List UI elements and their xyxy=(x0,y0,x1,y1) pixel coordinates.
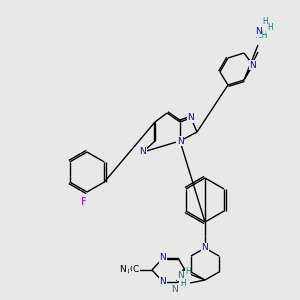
Text: N: N xyxy=(172,286,178,295)
Text: N: N xyxy=(118,266,125,274)
Text: N: N xyxy=(140,148,146,157)
Text: C: C xyxy=(130,266,136,274)
Text: F: F xyxy=(81,197,87,207)
Text: N: N xyxy=(177,136,183,146)
Text: C: C xyxy=(133,266,139,274)
Text: H: H xyxy=(185,266,191,275)
Text: N: N xyxy=(120,266,126,274)
Text: N: N xyxy=(202,244,208,253)
Text: H: H xyxy=(262,17,268,26)
Text: N: N xyxy=(160,254,167,262)
Text: N: N xyxy=(160,278,167,286)
Text: H: H xyxy=(180,278,186,287)
Text: NH: NH xyxy=(254,32,268,40)
Text: N: N xyxy=(250,61,256,70)
Text: N: N xyxy=(188,113,194,122)
Text: N: N xyxy=(178,272,184,280)
Text: H: H xyxy=(267,23,273,32)
Text: N: N xyxy=(255,28,261,37)
